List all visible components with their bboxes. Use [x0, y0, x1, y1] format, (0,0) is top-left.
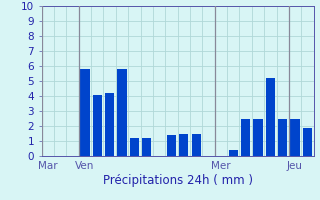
Bar — [167, 135, 176, 156]
Bar — [130, 138, 139, 156]
Bar — [105, 93, 114, 156]
Bar — [191, 134, 201, 156]
Bar — [253, 118, 263, 156]
Bar — [241, 118, 250, 156]
Bar — [303, 128, 312, 156]
Bar — [80, 69, 90, 156]
Bar — [278, 118, 287, 156]
Bar — [142, 138, 151, 156]
Bar — [228, 150, 238, 156]
Bar — [92, 95, 102, 156]
Bar — [266, 78, 275, 156]
X-axis label: Précipitations 24h ( mm ): Précipitations 24h ( mm ) — [103, 174, 252, 187]
Bar — [291, 118, 300, 156]
Bar — [117, 69, 127, 156]
Bar — [179, 134, 188, 156]
